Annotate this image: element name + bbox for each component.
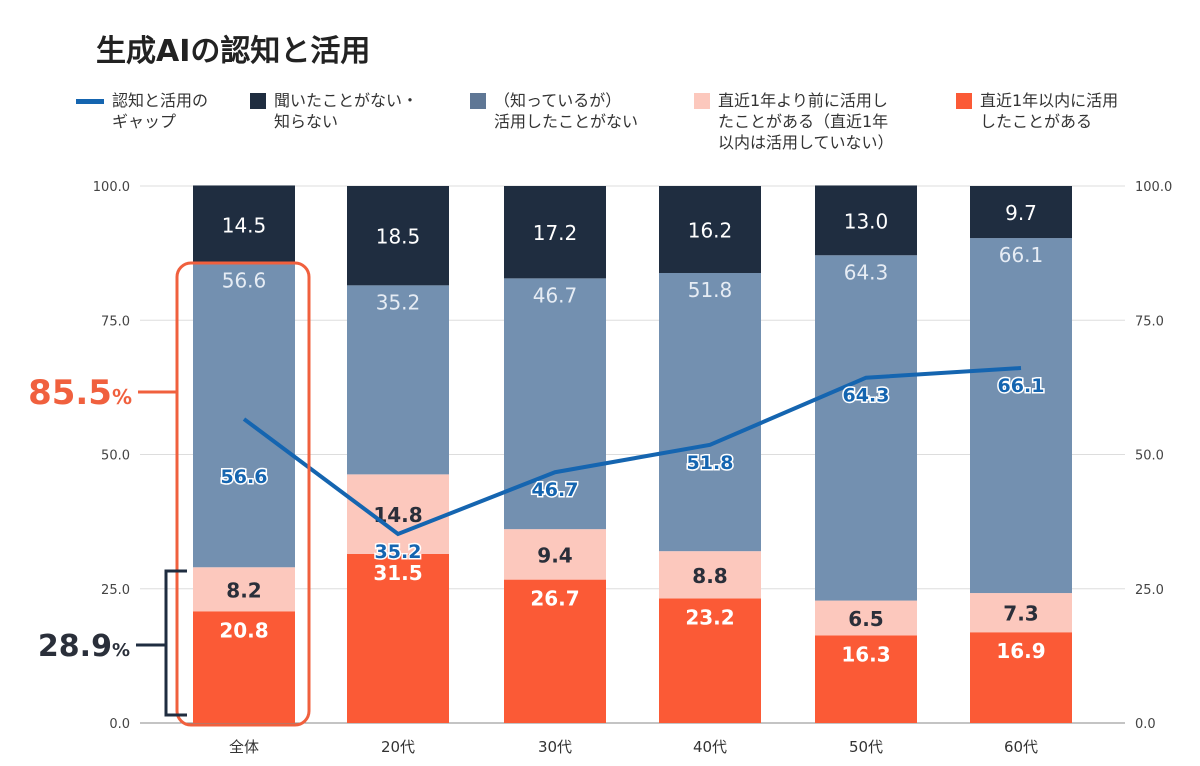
bar-segment <box>970 593 1072 633</box>
bar-segment <box>193 263 295 568</box>
highlight-box <box>175 261 311 727</box>
bar-segment <box>347 474 449 554</box>
bar-segment <box>659 598 761 723</box>
bar-value-label: 16.3 <box>841 642 890 666</box>
legend-item: 聞いたことがない・ 知らない <box>250 90 418 132</box>
x-tick-label: 20代 <box>381 738 415 756</box>
gap-line-label: 56.6 <box>221 466 268 488</box>
y2-tick-label: 75.0 <box>1135 314 1164 329</box>
x-tick-label: 60代 <box>1004 738 1038 756</box>
bar-value-label: 16.9 <box>996 639 1045 663</box>
bar-segment <box>659 272 761 552</box>
y-tick-label: 0.0 <box>109 717 130 732</box>
bar-segment <box>504 186 606 279</box>
legend-item: 直近1年以内に活用 したことがある <box>956 90 1118 132</box>
aware-total-annotation: 85.5% <box>28 373 132 413</box>
legend-label: 直近1年以内に活用 したことがある <box>980 91 1119 131</box>
bar-segment <box>193 567 295 612</box>
bar-segment <box>347 553 449 723</box>
bar-value-label: 9.4 <box>537 543 572 567</box>
x-tick-label: 50代 <box>849 738 883 756</box>
bar-value-label: 8.2 <box>226 578 261 602</box>
bar-value-label: 18.5 <box>376 225 421 249</box>
legend-label: 聞いたことがない・ 知らない <box>274 91 419 131</box>
legend-swatch <box>694 93 710 109</box>
y2-tick-label: 100.0 <box>1135 180 1172 195</box>
bar-value-label: 66.1 <box>999 243 1044 267</box>
bar-value-label: 51.8 <box>688 278 733 302</box>
y2-tick-label: 25.0 <box>1135 583 1164 598</box>
gap-line-label: 66.1 <box>998 375 1045 397</box>
gap-line-label: 64.3 <box>843 385 890 407</box>
y2-tick-label: 0.0 <box>1135 717 1156 732</box>
y2-tick-label: 50.0 <box>1135 449 1164 464</box>
bar-segment <box>347 285 449 475</box>
x-tick-label: 全体 <box>229 738 259 756</box>
gap-line-label: 46.7 <box>532 479 579 501</box>
bar-segment <box>970 632 1072 723</box>
bar-segment <box>347 186 449 286</box>
bar-value-label: 35.2 <box>376 290 421 314</box>
legend-item: 直近1年より前に活用し たことがある（直近1年 以内は活用していない） <box>694 90 894 153</box>
legend-swatch <box>250 93 266 109</box>
legend-swatch <box>470 93 486 109</box>
y-tick-label: 25.0 <box>101 583 130 598</box>
bar-value-label: 8.8 <box>692 564 727 588</box>
bar-segment <box>815 185 917 256</box>
bar-value-label: 23.2 <box>685 605 734 629</box>
bar-segment <box>970 238 1072 594</box>
y-tick-label: 50.0 <box>101 449 130 464</box>
bar-segment <box>815 255 917 601</box>
bar-value-label: 14.5 <box>222 213 267 237</box>
x-tick-label: 30代 <box>538 738 572 756</box>
bar-segment <box>970 186 1072 239</box>
bar-value-label: 56.6 <box>222 268 267 292</box>
chart-title: 生成AIの認知と活用 <box>96 34 371 69</box>
bar-segment <box>815 635 917 723</box>
gap-line <box>242 366 1022 537</box>
bar-value-label: 64.3 <box>844 260 889 284</box>
legend-item: （知っているが） 活用したことがない <box>470 90 638 132</box>
bar-value-label: 6.5 <box>848 607 883 631</box>
bar-value-label: 46.7 <box>533 283 578 307</box>
y-tick-label: 100.0 <box>93 180 130 195</box>
bar-segment <box>815 600 917 636</box>
legend-label: （知っているが） 活用したことがない <box>494 91 639 131</box>
bar-value-label: 7.3 <box>1003 602 1038 626</box>
legend-item: 認知と活用の ギャップ <box>76 90 208 132</box>
bar-value-label: 20.8 <box>219 618 268 642</box>
bar-value-label: 26.7 <box>530 587 579 611</box>
bar-value-label: 13.0 <box>844 209 889 233</box>
gap-line-label: 35.2 <box>375 541 422 563</box>
legend-line-swatch <box>76 99 104 104</box>
bar-segment <box>504 579 606 723</box>
bar-value-label: 16.2 <box>688 218 733 242</box>
bar-segment <box>193 185 295 264</box>
used-total-annotation: 28.9% <box>38 629 130 664</box>
bar-segment <box>659 186 761 273</box>
bar-segment <box>193 611 295 723</box>
y-tick-label: 75.0 <box>101 314 130 329</box>
bar-segment <box>659 551 761 599</box>
bar-value-label: 9.7 <box>1005 201 1037 225</box>
legend-label: 認知と活用の ギャップ <box>112 91 209 131</box>
legend-label: 直近1年より前に活用し たことがある（直近1年 以内は活用していない） <box>718 91 894 152</box>
gap-line-label: 51.8 <box>687 452 734 474</box>
bar-value-label: 17.2 <box>533 221 578 245</box>
legend-swatch <box>956 93 972 109</box>
bar-value-label: 31.5 <box>373 561 422 585</box>
bar-segment <box>504 529 606 580</box>
x-tick-label: 40代 <box>693 738 727 756</box>
used-bracket <box>164 569 187 717</box>
